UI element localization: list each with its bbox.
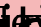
Text: BC $\geq$ 4: BC $\geq$ 4 (0, 0, 41, 24)
Circle shape (13, 15, 15, 17)
Circle shape (26, 11, 29, 14)
Circle shape (15, 19, 17, 22)
Circle shape (7, 15, 10, 17)
Text: Br A-level: A: Br A-level: A (0, 6, 41, 27)
Circle shape (21, 15, 23, 17)
Text: Math 4: Math 4 (0, 2, 41, 27)
Text: (based on AP, IB, and British A-level Exam scores): (based on AP, IB, and British A-level Ex… (0, 2, 41, 27)
Text: What are my Calculus placement options?: What are my Calculus placement options? (0, 1, 41, 27)
Text: Br A-level: <A: Br A-level: <A (0, 6, 41, 27)
Circle shape (31, 15, 33, 17)
Text: Calculus: Calculus (6, 0, 41, 27)
Circle shape (31, 10, 33, 12)
